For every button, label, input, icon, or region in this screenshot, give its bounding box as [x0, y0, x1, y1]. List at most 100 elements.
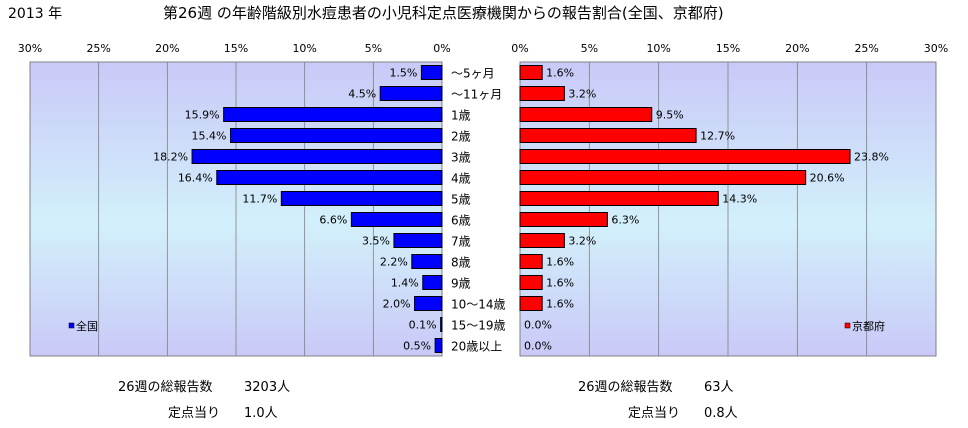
left-data-label: 15.4% [192, 130, 227, 143]
left-tick-label: 15% [224, 42, 248, 55]
right-bar [519, 107, 653, 122]
left-bar [230, 128, 443, 143]
left-data-label: 6.6% [319, 214, 347, 227]
summary-right-per-label: 定点当り [628, 406, 681, 421]
summary-left-total-value: 3203人 [244, 380, 291, 395]
category-label: 1歳 [451, 109, 471, 123]
left-data-label: 1.5% [389, 67, 417, 80]
right-data-label: 0.0% [524, 319, 552, 332]
category-label: 4歳 [451, 172, 471, 186]
left-bar [414, 296, 443, 311]
right-tick-label: 30% [924, 42, 948, 55]
right-bar [519, 170, 807, 185]
right-bar [519, 275, 543, 290]
summary-left-total-label: 26週の総報告数 [118, 380, 213, 395]
left-tick-label: 10% [292, 42, 316, 55]
legend-right-label: 京都府 [852, 319, 885, 333]
right-data-label: 3.2% [568, 235, 596, 248]
left-data-label: 0.5% [403, 340, 431, 353]
right-bar [519, 149, 851, 164]
category-label: 5歳 [451, 193, 471, 207]
summary-right-total-label: 26週の総報告数 [578, 380, 673, 395]
right-data-label: 14.3% [722, 193, 757, 206]
category-label: 15～19歳 [451, 319, 506, 333]
left-tick-label: 5% [365, 42, 382, 55]
left-data-label: 15.9% [185, 109, 220, 122]
left-bar [379, 86, 443, 101]
right-tick-label: 10% [646, 42, 670, 55]
right-bar [519, 191, 719, 206]
right-data-label: 1.6% [546, 298, 574, 311]
legend-right-swatch [844, 322, 851, 329]
left-tick-label: 0% [433, 42, 450, 55]
left-tick-label: 30% [18, 42, 42, 55]
summary-right-per-value: 0.8人 [704, 406, 738, 421]
left-bar [411, 254, 443, 269]
category-label: 3歳 [451, 151, 471, 165]
right-tick-label: 25% [854, 42, 878, 55]
category-label: 7歳 [451, 235, 471, 249]
right-bar [519, 128, 697, 143]
right-data-label: 6.3% [611, 214, 639, 227]
left-data-label: 11.7% [242, 193, 277, 206]
right-data-label: 1.6% [546, 67, 574, 80]
left-data-label: 3.5% [362, 235, 390, 248]
legend-left-swatch [68, 322, 75, 329]
category-label: 9歳 [451, 277, 471, 291]
summary-left-per-value: 1.0人 [244, 406, 278, 421]
left-data-label: 2.0% [383, 298, 411, 311]
summary-left-total: 26週の総報告数 3203人 [118, 376, 290, 395]
right-bar [519, 212, 608, 227]
category-label: 8歳 [451, 256, 471, 270]
left-bar [350, 212, 443, 227]
right-tick-label: 0% [511, 42, 528, 55]
summary-right-per: 定点当り 0.8人 [628, 402, 738, 421]
category-label: 10～14歳 [451, 298, 506, 312]
right-data-label: 12.7% [700, 130, 735, 143]
left-data-label: 18.2% [153, 151, 188, 164]
right-data-label: 20.6% [810, 172, 845, 185]
left-bar [280, 191, 443, 206]
left-data-label: 2.2% [380, 256, 408, 269]
right-data-label: 9.5% [656, 109, 684, 122]
right-data-label: 3.2% [568, 88, 596, 101]
summary-right-total-value: 63人 [704, 380, 734, 395]
left-bar [393, 233, 443, 248]
legend-left-label: 全国 [76, 319, 98, 333]
left-bar [440, 317, 443, 332]
category-label: 2歳 [451, 130, 471, 144]
left-bar [420, 65, 443, 80]
right-bar [519, 65, 543, 80]
category-label: 6歳 [451, 214, 471, 228]
right-tick-label: 5% [581, 42, 598, 55]
left-bar [223, 107, 443, 122]
right-tick-label: 15% [716, 42, 740, 55]
right-bar [519, 233, 565, 248]
right-tick-label: 20% [785, 42, 809, 55]
right-bar [519, 254, 543, 269]
right-bar [519, 86, 565, 101]
chart-year: 2013 年 [8, 6, 62, 22]
left-bar [216, 170, 443, 185]
left-tick-label: 25% [86, 42, 110, 55]
left-data-label: 1.4% [391, 277, 419, 290]
category-label: 20歳以上 [451, 340, 502, 354]
left-data-label: 4.5% [348, 88, 376, 101]
summary-right-total: 26週の総報告数 63人 [578, 376, 734, 395]
left-data-label: 16.4% [178, 172, 213, 185]
category-label: ～5ヶ月 [451, 67, 495, 81]
left-data-label: 0.1% [409, 319, 437, 332]
summary-left-per: 定点当り 1.0人 [168, 402, 278, 421]
chart-title: 第26週 の年齢階級別水痘患者の小児科定点医療機関からの報告割合(全国、京都府) [163, 4, 724, 22]
right-bar [519, 296, 543, 311]
right-data-label: 1.6% [546, 256, 574, 269]
right-data-label: 0.0% [524, 340, 552, 353]
left-bar [434, 338, 443, 353]
right-data-label: 23.8% [854, 151, 889, 164]
left-bar [422, 275, 443, 290]
left-tick-label: 20% [155, 42, 179, 55]
left-bar [191, 149, 443, 164]
summary-left-per-label: 定点当り [168, 406, 221, 421]
